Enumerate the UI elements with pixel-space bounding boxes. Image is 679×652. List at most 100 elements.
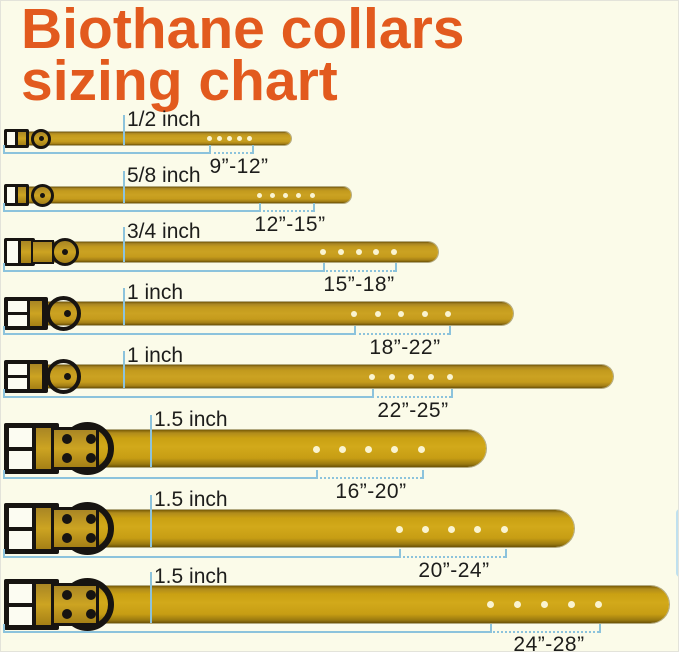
collar-hole [309, 192, 315, 198]
collar-hole [594, 600, 602, 608]
measure-tick [422, 470, 424, 479]
buckle-frame-icon [4, 184, 29, 206]
measure-dashes [316, 477, 422, 479]
measure-line [3, 152, 209, 154]
buckle-frame-icon [4, 129, 29, 148]
buckle-cell [7, 132, 15, 145]
buckle-cell [7, 241, 18, 263]
width-tick [123, 227, 125, 262]
collar-hole [540, 600, 548, 608]
measure-line [3, 631, 490, 633]
collar-hole [351, 311, 357, 317]
rivet-icon [86, 590, 96, 600]
buckle-strap-cell [36, 428, 52, 469]
width-tick [123, 171, 125, 203]
collar-hole [486, 600, 494, 608]
collar-hole [388, 374, 395, 380]
buckle-frame-icon [4, 423, 59, 474]
buckle-cell [8, 378, 27, 389]
measure-tick [3, 203, 5, 212]
ring-rivet-icon [40, 192, 45, 198]
collar-hole [448, 525, 455, 533]
measure-tick [3, 145, 5, 154]
measure-tick [3, 624, 5, 633]
rivet-icon [86, 453, 96, 463]
measure-dashes [490, 631, 599, 633]
collar-hole [283, 192, 288, 198]
size-label: 24”-28” [513, 633, 585, 652]
measure-tick [505, 549, 507, 558]
collar-belt [6, 365, 613, 388]
width-tick [123, 351, 125, 388]
collar-hole [338, 445, 346, 453]
width-tick [123, 288, 125, 325]
collar-hole [337, 249, 344, 255]
measure-tick [3, 326, 5, 335]
ring-rivet-icon [62, 249, 68, 255]
size-label: 18”-22” [369, 336, 441, 359]
collar-hole [427, 374, 434, 380]
width-label: 5/8 inch [127, 164, 201, 187]
measure-tick [449, 326, 451, 335]
d-ring-icon [31, 128, 51, 149]
width-tick [150, 495, 152, 547]
measure-line [3, 396, 372, 398]
rivet-icon [86, 533, 96, 543]
measure-tick [259, 203, 261, 212]
buckle-frame-icon [4, 297, 48, 330]
collar-hole [369, 374, 375, 380]
buckle-cell [9, 530, 32, 549]
d-ring-icon [46, 359, 81, 394]
measure-dashes [354, 333, 449, 335]
measure-tick [395, 263, 397, 272]
collar-hole [374, 311, 381, 317]
width-label: 1.5 inch [154, 408, 228, 431]
ring-rivet-icon [64, 310, 71, 317]
collar-hole [312, 445, 320, 453]
rivet-icon [62, 590, 72, 600]
collar-hole [421, 525, 429, 533]
buckle-frame-icon [4, 503, 59, 554]
collar-belt [6, 302, 513, 325]
measure-line [3, 556, 399, 558]
measure-dashes [399, 556, 505, 558]
collar-hole [355, 249, 362, 255]
measure-tick [323, 263, 325, 272]
collar-hole [500, 525, 508, 533]
size-label: 20”-24” [418, 559, 490, 582]
rivet-icon [62, 533, 72, 543]
measure-tick [3, 263, 5, 272]
buckle-cell [9, 606, 32, 625]
size-label: 22”-25” [377, 399, 449, 422]
measure-tick [3, 389, 5, 398]
buckle-frame-icon [4, 579, 59, 630]
collar-hole [206, 135, 212, 141]
buckle-cell [8, 301, 27, 312]
width-tick [150, 572, 152, 623]
buckle-cell [8, 364, 27, 375]
collar-belt [6, 586, 669, 623]
edge-artifact [676, 509, 678, 577]
measure-dashes [259, 210, 313, 212]
collar-hole [269, 192, 275, 198]
buckle-cell [9, 584, 32, 603]
collar-belt [6, 187, 351, 203]
collar-hole [216, 135, 222, 141]
width-label: 1.5 inch [154, 488, 228, 511]
collar-hole [408, 374, 414, 380]
buckle-strap-cell [18, 132, 26, 145]
collar-hole [373, 249, 380, 255]
buckle-strap-cell [30, 364, 42, 389]
measure-tick [316, 470, 318, 479]
measure-dashes [372, 396, 451, 398]
buckle-cell [8, 315, 27, 326]
collar-hole [391, 445, 399, 453]
buckle-strap-cell [21, 241, 32, 263]
collar-hole [567, 600, 575, 608]
measure-tick [252, 145, 254, 154]
d-ring-icon [31, 183, 54, 207]
rivet-icon [62, 514, 72, 524]
width-label: 1 inch [127, 281, 184, 304]
collar-hole [320, 249, 326, 255]
